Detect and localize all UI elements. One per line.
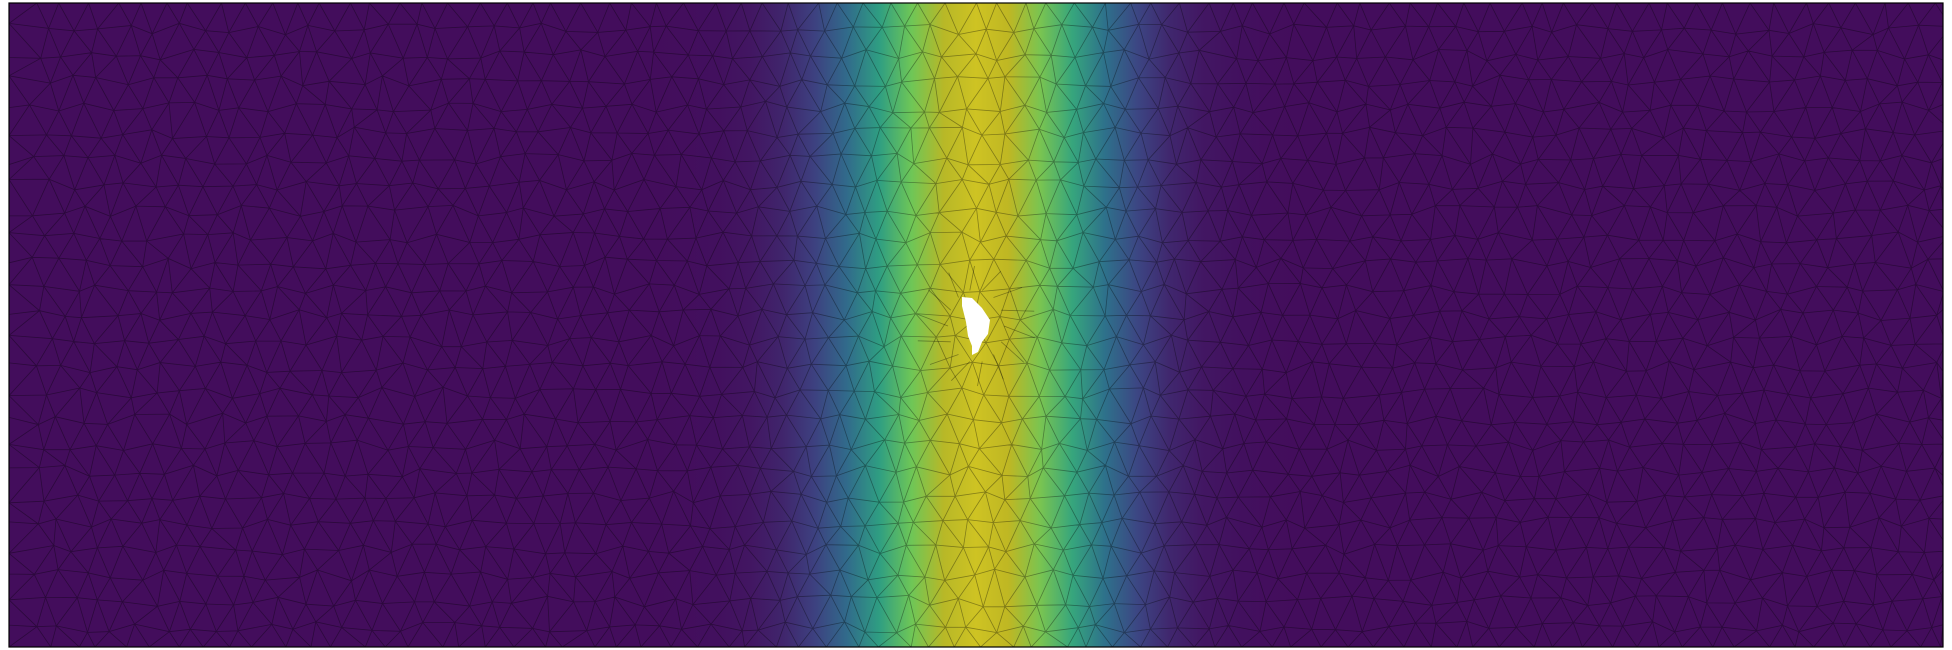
domain-border [8,2,1944,648]
hole-refinement-edges [917,265,1035,387]
triangle-mesh [9,3,1943,647]
mesh-edges [9,3,1943,647]
mesh-hole [962,297,990,355]
